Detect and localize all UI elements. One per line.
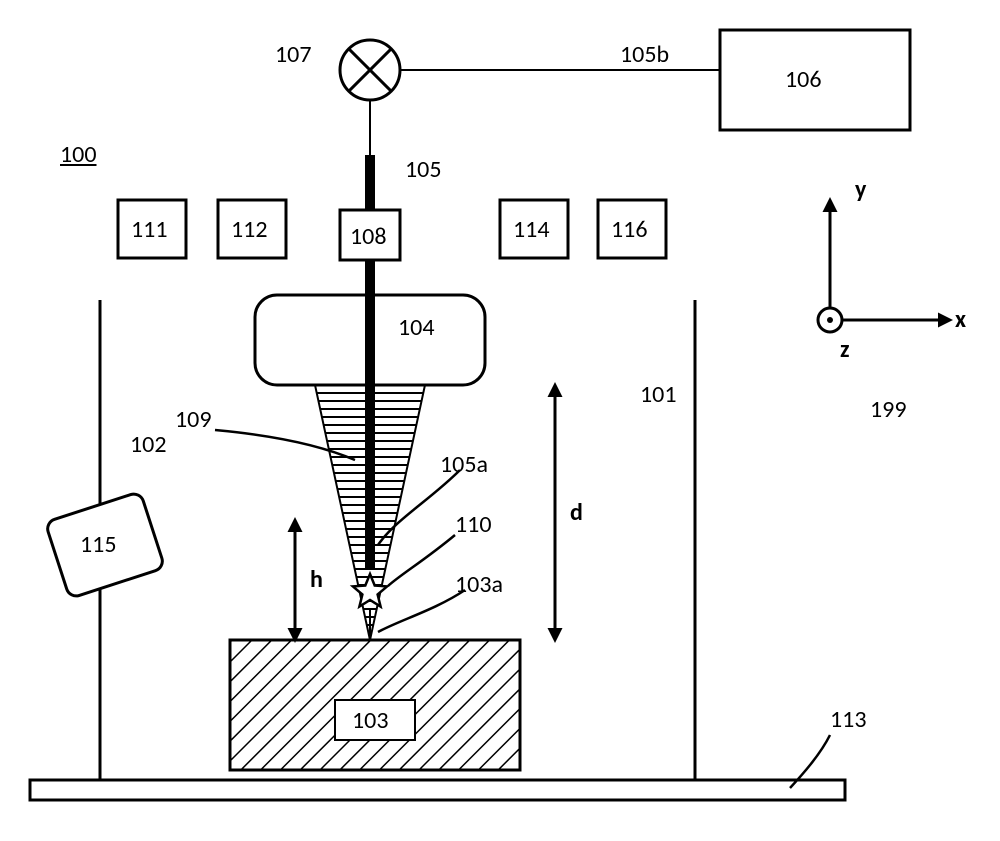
label-d: d [570, 498, 583, 527]
label-105: 105 [405, 155, 442, 184]
label-115: 115 [80, 530, 117, 559]
leader-110 [388, 535, 455, 586]
label-113: 113 [830, 705, 867, 734]
label-112: 112 [231, 215, 268, 244]
label-110: 110 [455, 510, 492, 539]
label-101: 101 [640, 380, 677, 409]
label-114: 114 [513, 215, 550, 244]
label-116: 116 [611, 215, 648, 244]
label-103: 103 [352, 706, 389, 735]
label-100: 100 [60, 140, 97, 169]
label-105b: 105b [620, 40, 669, 69]
label-105a: 105a [440, 450, 488, 479]
axis-label-z: z [840, 335, 850, 364]
label-109: 109 [175, 405, 212, 434]
label-108: 108 [350, 222, 387, 251]
axis-label-x: x [955, 305, 966, 334]
leader-103a [378, 590, 465, 632]
label-h: h [310, 565, 323, 594]
label-111: 111 [131, 215, 168, 244]
label-102: 102 [130, 430, 167, 459]
base-plate [30, 780, 845, 800]
label-103a: 103a [455, 570, 503, 599]
diagram-root: 100 107 105b 106 105 111 112 108 114 116 104 101 102… [0, 0, 1000, 841]
axis-z-dot [827, 317, 833, 323]
label-199: 199 [870, 395, 907, 424]
leader-109 [215, 430, 355, 460]
label-104: 104 [398, 313, 435, 342]
label-107: 107 [275, 40, 312, 69]
label-106: 106 [785, 65, 822, 94]
axis-label-y: y [855, 175, 866, 204]
